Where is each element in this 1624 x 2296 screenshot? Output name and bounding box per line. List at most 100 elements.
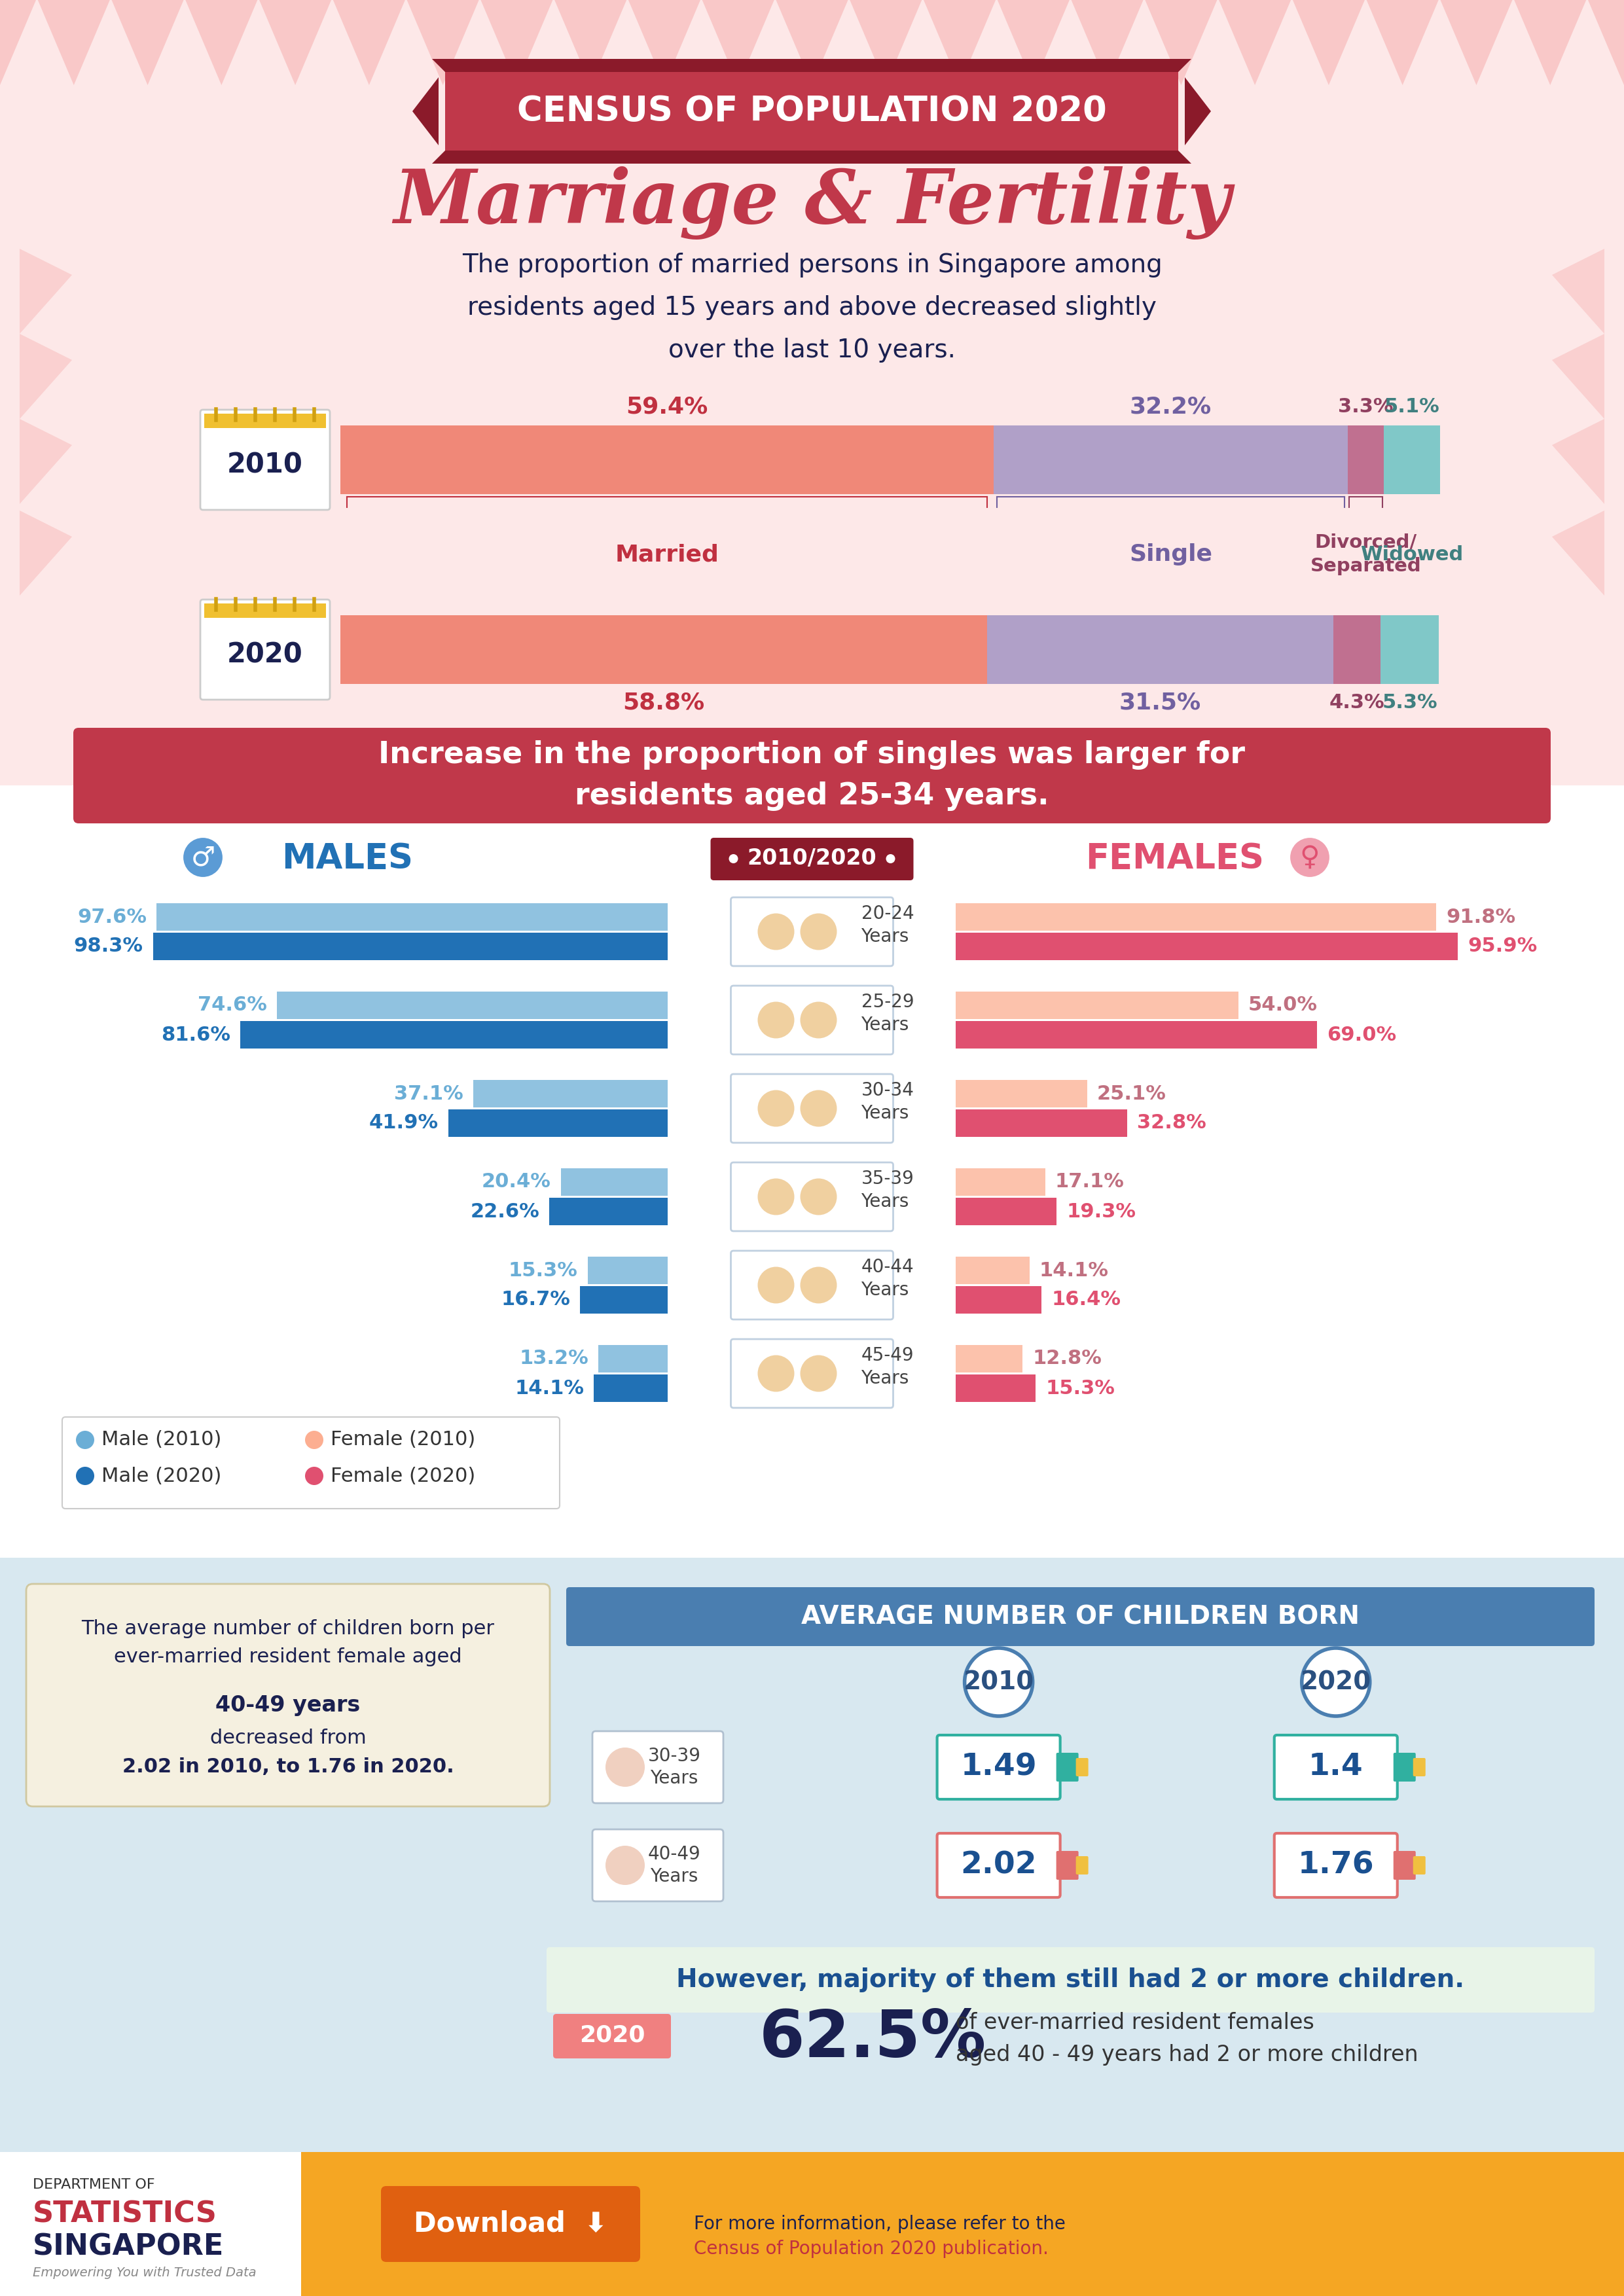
Text: 25-29
Years: 25-29 Years bbox=[861, 992, 914, 1033]
Circle shape bbox=[1302, 1649, 1371, 1715]
Polygon shape bbox=[481, 0, 552, 85]
FancyBboxPatch shape bbox=[1380, 615, 1439, 684]
Text: 15.3%: 15.3% bbox=[1046, 1378, 1116, 1398]
FancyBboxPatch shape bbox=[205, 413, 326, 427]
FancyBboxPatch shape bbox=[994, 425, 1348, 494]
FancyBboxPatch shape bbox=[156, 902, 667, 930]
Text: 74.6%: 74.6% bbox=[198, 996, 268, 1015]
FancyBboxPatch shape bbox=[955, 1256, 1030, 1283]
Text: SINGAPORE: SINGAPORE bbox=[32, 2232, 224, 2262]
Polygon shape bbox=[1514, 0, 1587, 85]
Text: 95.9%: 95.9% bbox=[1468, 937, 1538, 955]
FancyBboxPatch shape bbox=[554, 2014, 671, 2060]
Text: ♂: ♂ bbox=[190, 843, 214, 870]
Text: Download  ⬇: Download ⬇ bbox=[414, 2211, 607, 2239]
Text: 1.76: 1.76 bbox=[1298, 1851, 1374, 1880]
FancyBboxPatch shape bbox=[1413, 1855, 1426, 1874]
FancyBboxPatch shape bbox=[1075, 1759, 1088, 1777]
Text: AVERAGE NUMBER OF CHILDREN BORN: AVERAGE NUMBER OF CHILDREN BORN bbox=[801, 1605, 1359, 1630]
Circle shape bbox=[801, 1267, 836, 1304]
FancyBboxPatch shape bbox=[937, 1736, 1060, 1800]
Polygon shape bbox=[1553, 418, 1605, 503]
Text: 40-49
Years: 40-49 Years bbox=[648, 1846, 700, 1885]
Text: Widowed: Widowed bbox=[1361, 544, 1463, 565]
FancyBboxPatch shape bbox=[955, 1022, 1317, 1049]
Text: 14.1%: 14.1% bbox=[1039, 1261, 1109, 1279]
Text: 37.1%: 37.1% bbox=[395, 1084, 463, 1102]
Text: 20.4%: 20.4% bbox=[482, 1173, 551, 1192]
Text: 98.3%: 98.3% bbox=[73, 937, 143, 955]
Text: 91.8%: 91.8% bbox=[1447, 907, 1515, 928]
FancyBboxPatch shape bbox=[473, 1079, 667, 1107]
FancyBboxPatch shape bbox=[445, 71, 1179, 152]
FancyBboxPatch shape bbox=[1275, 1736, 1397, 1800]
Text: 2010/2020: 2010/2020 bbox=[747, 847, 877, 870]
FancyBboxPatch shape bbox=[955, 1199, 1057, 1226]
Text: 35-39
Years: 35-39 Years bbox=[861, 1169, 914, 1210]
FancyBboxPatch shape bbox=[955, 1375, 1036, 1403]
Text: 81.6%: 81.6% bbox=[161, 1026, 231, 1045]
FancyBboxPatch shape bbox=[594, 1375, 667, 1403]
Text: 5.1%: 5.1% bbox=[1384, 397, 1440, 416]
FancyBboxPatch shape bbox=[341, 425, 994, 494]
Text: 2.02 in 2010, to 1.76 in 2020.: 2.02 in 2010, to 1.76 in 2020. bbox=[122, 1759, 453, 1777]
FancyBboxPatch shape bbox=[955, 992, 1239, 1019]
Circle shape bbox=[729, 854, 737, 863]
Text: CENSUS OF POPULATION 2020: CENSUS OF POPULATION 2020 bbox=[516, 94, 1106, 129]
Polygon shape bbox=[333, 0, 404, 85]
FancyBboxPatch shape bbox=[1393, 1851, 1416, 1880]
Text: 97.6%: 97.6% bbox=[78, 907, 146, 928]
Text: 17.1%: 17.1% bbox=[1056, 1173, 1124, 1192]
Text: Male (2020): Male (2020) bbox=[101, 1467, 221, 1486]
FancyBboxPatch shape bbox=[547, 1947, 1595, 2014]
Polygon shape bbox=[702, 0, 775, 85]
Text: FEMALES: FEMALES bbox=[1085, 843, 1263, 875]
Polygon shape bbox=[19, 333, 71, 418]
FancyBboxPatch shape bbox=[382, 2186, 640, 2262]
FancyBboxPatch shape bbox=[593, 1830, 723, 1901]
Text: 14.1%: 14.1% bbox=[515, 1378, 585, 1398]
FancyBboxPatch shape bbox=[0, 785, 1624, 2296]
Text: DEPARTMENT OF: DEPARTMENT OF bbox=[32, 2179, 154, 2190]
Text: decreased from: decreased from bbox=[209, 1729, 365, 1747]
Text: Single: Single bbox=[1129, 544, 1212, 565]
Polygon shape bbox=[112, 0, 184, 85]
Text: STATISTICS: STATISTICS bbox=[32, 2200, 218, 2227]
FancyBboxPatch shape bbox=[731, 1162, 893, 1231]
FancyBboxPatch shape bbox=[955, 1286, 1041, 1313]
Polygon shape bbox=[1145, 0, 1216, 85]
Circle shape bbox=[887, 854, 895, 863]
FancyBboxPatch shape bbox=[1056, 1851, 1078, 1880]
Text: Census of Population 2020 publication.: Census of Population 2020 publication. bbox=[693, 2239, 1049, 2257]
Circle shape bbox=[1289, 836, 1330, 879]
Text: 30-34
Years: 30-34 Years bbox=[861, 1081, 914, 1123]
Text: 19.3%: 19.3% bbox=[1067, 1203, 1135, 1221]
FancyBboxPatch shape bbox=[955, 1079, 1086, 1107]
Text: 4.3%: 4.3% bbox=[1330, 693, 1385, 712]
FancyBboxPatch shape bbox=[955, 902, 1436, 930]
Circle shape bbox=[758, 914, 794, 951]
FancyBboxPatch shape bbox=[580, 1286, 667, 1313]
Circle shape bbox=[606, 1846, 645, 1885]
FancyBboxPatch shape bbox=[200, 599, 330, 700]
Polygon shape bbox=[260, 0, 331, 85]
FancyBboxPatch shape bbox=[300, 2151, 1624, 2296]
Text: Female (2020): Female (2020) bbox=[331, 1467, 476, 1486]
Text: 31.5%: 31.5% bbox=[1119, 691, 1202, 714]
Circle shape bbox=[758, 1091, 794, 1127]
Circle shape bbox=[758, 1267, 794, 1304]
Text: However, majority of them still had 2 or more children.: However, majority of them still had 2 or… bbox=[677, 1968, 1465, 1993]
Text: 2.02: 2.02 bbox=[960, 1851, 1036, 1880]
FancyBboxPatch shape bbox=[1384, 425, 1440, 494]
Polygon shape bbox=[432, 60, 1192, 71]
FancyBboxPatch shape bbox=[73, 728, 1551, 824]
Polygon shape bbox=[1553, 333, 1605, 418]
Polygon shape bbox=[554, 0, 627, 85]
FancyBboxPatch shape bbox=[1056, 1752, 1078, 1782]
Circle shape bbox=[182, 836, 224, 879]
FancyBboxPatch shape bbox=[1333, 615, 1380, 684]
Text: The proportion of married persons in Singapore among
residents aged 15 years and: The proportion of married persons in Sin… bbox=[461, 253, 1163, 363]
FancyBboxPatch shape bbox=[278, 992, 667, 1019]
FancyBboxPatch shape bbox=[711, 838, 913, 879]
Polygon shape bbox=[849, 0, 922, 85]
